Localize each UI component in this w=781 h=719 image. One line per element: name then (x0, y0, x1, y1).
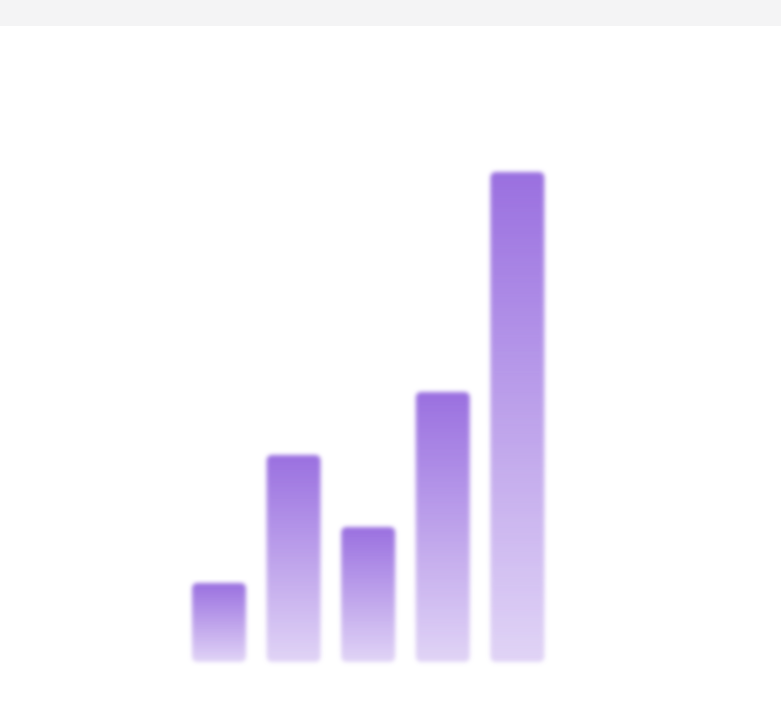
bar (341, 527, 396, 662)
top-bar (0, 0, 781, 26)
bar (415, 392, 470, 662)
bar (490, 172, 545, 662)
bar (192, 583, 246, 662)
bar (266, 455, 321, 662)
